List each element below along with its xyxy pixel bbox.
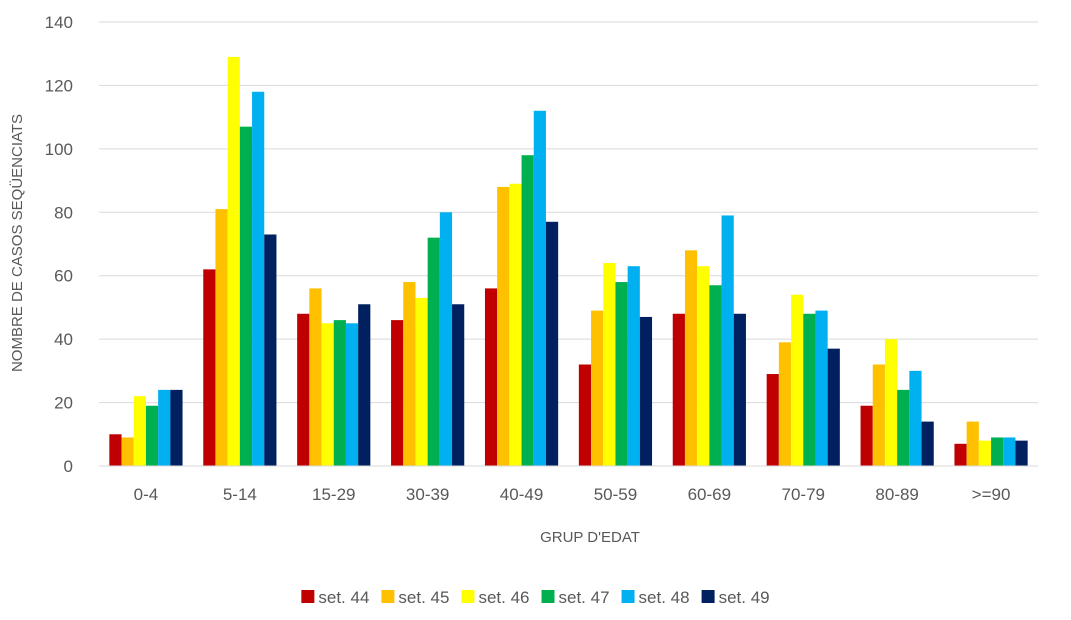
- bar: [403, 282, 416, 466]
- legend-label: set. 48: [639, 588, 690, 607]
- bar: [897, 389, 910, 466]
- bar: [803, 313, 816, 466]
- bar: [452, 304, 465, 466]
- bar: [321, 323, 334, 466]
- bar: [872, 364, 885, 466]
- bar: [239, 126, 253, 467]
- bar: [203, 269, 216, 466]
- y-tick-label: 0: [64, 457, 73, 476]
- legend-swatch: [701, 590, 715, 603]
- x-tick-label: 50-59: [594, 485, 637, 504]
- bar: [733, 313, 746, 466]
- y-tick-label: 60: [54, 267, 73, 286]
- bar: [615, 282, 628, 466]
- bar: [921, 421, 934, 466]
- y-tick-label: 40: [54, 330, 73, 349]
- bar: [109, 434, 122, 466]
- y-tick-label: 20: [54, 394, 73, 413]
- bar: [333, 320, 346, 466]
- y-tick-label: 140: [45, 13, 73, 32]
- legend-label: set. 47: [559, 588, 610, 607]
- bar: [545, 221, 559, 466]
- bar: [345, 323, 359, 466]
- bar: [591, 310, 604, 466]
- bar: [415, 297, 428, 466]
- bar: [966, 421, 979, 466]
- bar: [860, 405, 873, 466]
- bar: [297, 313, 310, 466]
- bar: [439, 212, 453, 466]
- axes: 0 20 40 60 80 100 120 140 0-4 5-14 15-29 30-39 40-49…: [45, 13, 1038, 504]
- bar: [709, 285, 722, 466]
- bar: [627, 266, 640, 466]
- bar: [309, 288, 322, 466]
- legend-swatch: [301, 590, 315, 603]
- x-tick-label: 80-89: [875, 485, 918, 504]
- x-tick-label: 30-39: [406, 485, 449, 504]
- bar: [358, 304, 371, 466]
- bar: [121, 437, 134, 466]
- bar: [721, 215, 734, 466]
- legend-swatch: [381, 590, 395, 603]
- bar: [815, 310, 828, 466]
- bar: [427, 237, 440, 466]
- bar: [170, 389, 183, 466]
- legend: set. 44 set. 45 set. 46 set. 47 set. 48 set. …: [301, 588, 770, 607]
- x-tick-label: 5-14: [223, 485, 257, 504]
- bar: [497, 186, 510, 466]
- bar: [603, 263, 616, 466]
- bar: [778, 342, 792, 466]
- bar: [252, 91, 265, 467]
- x-axis-title: GRUP D'EDAT: [540, 529, 640, 546]
- y-tick-label: 100: [45, 140, 73, 159]
- bar: [578, 364, 592, 466]
- y-axis-title: NOMBRE DE CASOS SEQÜENCIATS: [8, 114, 26, 372]
- legend-label: set. 46: [478, 588, 529, 607]
- bar: [991, 437, 1004, 466]
- bar: [264, 234, 277, 466]
- x-tick-label: 0-4: [134, 485, 159, 504]
- bar: [521, 155, 534, 466]
- legend-label: set. 44: [318, 588, 369, 607]
- bar: [639, 316, 653, 466]
- x-tick-label: 15-29: [312, 485, 355, 504]
- bar: [766, 374, 779, 466]
- legend-swatch: [461, 590, 475, 603]
- bar: [827, 348, 840, 466]
- x-tick-label: 40-49: [500, 485, 543, 504]
- bar: [509, 183, 522, 466]
- bar: [1015, 440, 1028, 466]
- bar: [227, 56, 240, 467]
- y-tick-label: 80: [54, 203, 73, 222]
- bar: [215, 209, 228, 466]
- bar: [909, 370, 922, 466]
- x-tick-label: 60-69: [688, 485, 731, 504]
- x-tick-label: 70-79: [782, 485, 825, 504]
- bar: [791, 294, 804, 466]
- x-tick-label: >=90: [972, 485, 1011, 504]
- bar: [978, 440, 992, 466]
- bar: [145, 405, 159, 466]
- legend-label: set. 45: [398, 588, 449, 607]
- legend-label: set. 49: [719, 588, 770, 607]
- bar: [533, 110, 546, 467]
- legend-swatch: [621, 590, 635, 603]
- bar: [133, 396, 146, 466]
- bar: [697, 266, 710, 466]
- bar: [1003, 437, 1016, 466]
- bar: [158, 389, 171, 466]
- bar: [484, 288, 498, 466]
- bar: [684, 250, 698, 466]
- legend-swatch: [541, 590, 555, 603]
- bar: [672, 313, 685, 466]
- bar: [954, 443, 967, 466]
- bar: [391, 320, 404, 466]
- y-tick-label: 120: [45, 76, 73, 95]
- bar: [884, 339, 898, 466]
- bars: [109, 56, 1028, 467]
